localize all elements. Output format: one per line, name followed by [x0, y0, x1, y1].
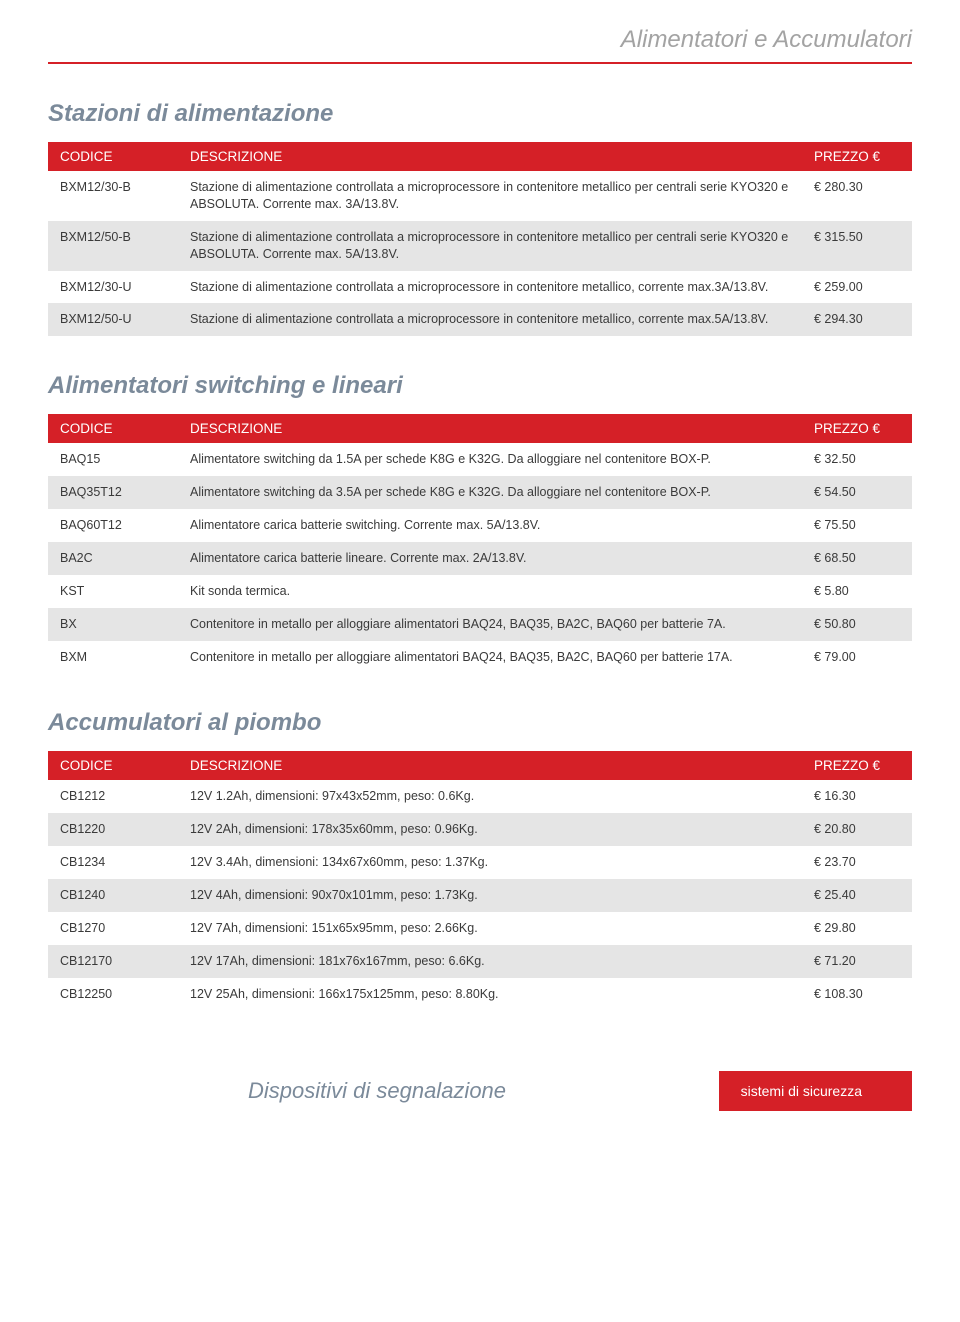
cell-description: Stazione di alimentazione controllata a …	[178, 303, 802, 336]
cell-description: 12V 17Ah, dimensioni: 181x76x167mm, peso…	[178, 945, 802, 978]
cell-code: CB12170	[48, 945, 178, 978]
cell-description: Contenitore in metallo per alloggiare al…	[178, 641, 802, 674]
cell-code: BA2C	[48, 542, 178, 575]
table-row: BXM12/50-UStazione di alimentazione cont…	[48, 303, 912, 336]
table-row: CB127012V 7Ah, dimensioni: 151x65x95mm, …	[48, 912, 912, 945]
table-header-cell: DESCRIZIONE	[178, 142, 802, 171]
cell-description: Alimentatore carica batterie lineare. Co…	[178, 542, 802, 575]
cell-code: CB12250	[48, 978, 178, 1011]
table-row: CB122012V 2Ah, dimensioni: 178x35x60mm, …	[48, 813, 912, 846]
cell-price: € 108.30	[802, 978, 912, 1011]
cell-description: 12V 2Ah, dimensioni: 178x35x60mm, peso: …	[178, 813, 802, 846]
footer-spacer	[48, 1071, 228, 1111]
table-header-cell: CODICE	[48, 142, 178, 171]
table-header-cell: PREZZO €	[802, 751, 912, 780]
cell-price: € 23.70	[802, 846, 912, 879]
table-row: CB123412V 3.4Ah, dimensioni: 134x67x60mm…	[48, 846, 912, 879]
table-row: CB124012V 4Ah, dimensioni: 90x70x101mm, …	[48, 879, 912, 912]
cell-code: BXM	[48, 641, 178, 674]
cell-price: € 280.30	[802, 171, 912, 221]
table-row: BXM12/50-BStazione di alimentazione cont…	[48, 221, 912, 271]
table-header-cell: CODICE	[48, 414, 178, 443]
footer-bar: Dispositivi di segnalazione sistemi di s…	[48, 1071, 912, 1111]
cell-price: € 79.00	[802, 641, 912, 674]
cell-code: BAQ35T12	[48, 476, 178, 509]
table-row: BA2CAlimentatore carica batterie lineare…	[48, 542, 912, 575]
table-header-cell: CODICE	[48, 751, 178, 780]
cell-description: Alimentatore switching da 1.5A per sched…	[178, 443, 802, 476]
cell-description: Stazione di alimentazione controllata a …	[178, 221, 802, 271]
cell-description: Alimentatore carica batterie switching. …	[178, 509, 802, 542]
cell-price: € 68.50	[802, 542, 912, 575]
cell-code: BAQ60T12	[48, 509, 178, 542]
table-row: CB1217012V 17Ah, dimensioni: 181x76x167m…	[48, 945, 912, 978]
table-header-cell: DESCRIZIONE	[178, 751, 802, 780]
table-header-cell: DESCRIZIONE	[178, 414, 802, 443]
table-row: BXM12/30-BStazione di alimentazione cont…	[48, 171, 912, 221]
divider-red	[48, 62, 912, 64]
cell-code: BXM12/30-U	[48, 271, 178, 304]
table-row: BXM12/30-UStazione di alimentazione cont…	[48, 271, 912, 304]
cell-description: 12V 4Ah, dimensioni: 90x70x101mm, peso: …	[178, 879, 802, 912]
table-row: CB1225012V 25Ah, dimensioni: 166x175x125…	[48, 978, 912, 1011]
cell-price: € 259.00	[802, 271, 912, 304]
cell-code: CB1234	[48, 846, 178, 879]
cell-code: CB1212	[48, 780, 178, 813]
product-table: CODICEDESCRIZIONEPREZZO €CB121212V 1.2Ah…	[48, 751, 912, 1010]
cell-price: € 32.50	[802, 443, 912, 476]
table-row: BXMContenitore in metallo per alloggiare…	[48, 641, 912, 674]
table-row: KSTKit sonda termica.€ 5.80	[48, 575, 912, 608]
footer-section-title: Dispositivi di segnalazione	[228, 1078, 719, 1104]
cell-price: € 315.50	[802, 221, 912, 271]
table-row: BAQ35T12Alimentatore switching da 3.5A p…	[48, 476, 912, 509]
section-title: Alimentatori switching e lineari	[48, 372, 912, 400]
table-header-cell: PREZZO €	[802, 414, 912, 443]
section-title: Accumulatori al piombo	[48, 709, 912, 737]
section-title: Stazioni di alimentazione	[48, 100, 912, 128]
cell-price: € 50.80	[802, 608, 912, 641]
cell-code: CB1240	[48, 879, 178, 912]
cell-price: € 294.30	[802, 303, 912, 336]
category-title: Alimentatori e Accumulatori	[48, 0, 912, 62]
cell-code: BXM12/50-B	[48, 221, 178, 271]
product-table: CODICEDESCRIZIONEPREZZO €BAQ15Alimentato…	[48, 414, 912, 673]
cell-code: BXM12/30-B	[48, 171, 178, 221]
cell-price: € 29.80	[802, 912, 912, 945]
cell-price: € 16.30	[802, 780, 912, 813]
cell-code: CB1270	[48, 912, 178, 945]
footer-brand-tag: sistemi di sicurezza	[719, 1071, 912, 1111]
cell-code: BXM12/50-U	[48, 303, 178, 336]
table-row: BAQ15Alimentatore switching da 1.5A per …	[48, 443, 912, 476]
cell-description: Stazione di alimentazione controllata a …	[178, 271, 802, 304]
table-row: BAQ60T12Alimentatore carica batterie swi…	[48, 509, 912, 542]
cell-price: € 5.80	[802, 575, 912, 608]
cell-code: BX	[48, 608, 178, 641]
cell-description: 12V 25Ah, dimensioni: 166x175x125mm, pes…	[178, 978, 802, 1011]
cell-description: Kit sonda termica.	[178, 575, 802, 608]
cell-code: BAQ15	[48, 443, 178, 476]
cell-price: € 25.40	[802, 879, 912, 912]
cell-code: KST	[48, 575, 178, 608]
product-table: CODICEDESCRIZIONEPREZZO €BXM12/30-BStazi…	[48, 142, 912, 336]
cell-price: € 71.20	[802, 945, 912, 978]
cell-description: 12V 7Ah, dimensioni: 151x65x95mm, peso: …	[178, 912, 802, 945]
cell-description: 12V 3.4Ah, dimensioni: 134x67x60mm, peso…	[178, 846, 802, 879]
table-header-cell: PREZZO €	[802, 142, 912, 171]
cell-description: Contenitore in metallo per alloggiare al…	[178, 608, 802, 641]
cell-description: Stazione di alimentazione controllata a …	[178, 171, 802, 221]
cell-price: € 54.50	[802, 476, 912, 509]
cell-price: € 20.80	[802, 813, 912, 846]
table-row: BXContenitore in metallo per alloggiare …	[48, 608, 912, 641]
cell-price: € 75.50	[802, 509, 912, 542]
cell-code: CB1220	[48, 813, 178, 846]
cell-description: 12V 1.2Ah, dimensioni: 97x43x52mm, peso:…	[178, 780, 802, 813]
table-row: CB121212V 1.2Ah, dimensioni: 97x43x52mm,…	[48, 780, 912, 813]
cell-description: Alimentatore switching da 3.5A per sched…	[178, 476, 802, 509]
